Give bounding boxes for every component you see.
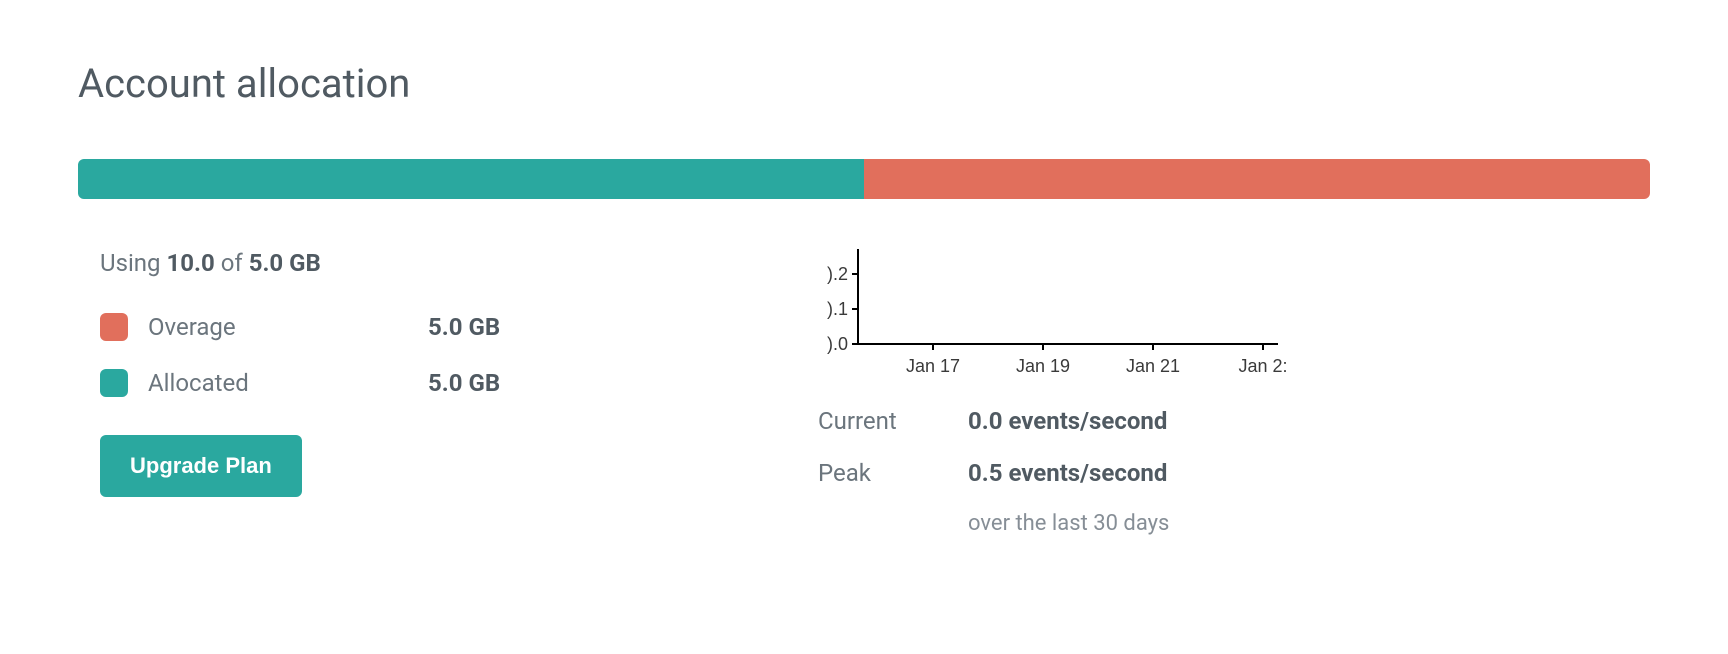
page-title: Account allocation bbox=[78, 60, 1650, 107]
events-chart: ).0 ).1 ).2 Jan 17 Jan 19 Jan 21 Jan 2: bbox=[818, 249, 1288, 379]
legend-label: Allocated bbox=[148, 369, 428, 397]
svg-text:).0: ).0 bbox=[827, 334, 848, 354]
usage-used: 10.0 bbox=[166, 249, 214, 277]
current-label: Current bbox=[818, 407, 968, 435]
svg-text:Jan 21: Jan 21 bbox=[1126, 356, 1180, 376]
events-chart-svg: ).0 ).1 ).2 Jan 17 Jan 19 Jan 21 Jan 2: bbox=[818, 249, 1288, 379]
events-stats: Current 0.0 events/second Peak 0.5 event… bbox=[818, 407, 1650, 536]
usage-panel: Using 10.0 of 5.0 GB Overage5.0 GBAlloca… bbox=[78, 249, 718, 536]
usage-prefix: Using bbox=[100, 249, 166, 277]
peak-label: Peak bbox=[818, 459, 968, 487]
allocation-bar bbox=[78, 159, 1650, 199]
legend-label: Overage bbox=[148, 313, 428, 341]
allocation-bar-segment-allocated bbox=[78, 159, 864, 199]
current-row: Current 0.0 events/second bbox=[818, 407, 1650, 435]
svg-text:Jan 19: Jan 19 bbox=[1016, 356, 1070, 376]
usage-summary: Using 10.0 of 5.0 GB bbox=[100, 249, 718, 277]
upgrade-plan-button[interactable]: Upgrade Plan bbox=[100, 435, 302, 497]
peak-value: 0.5 events/second bbox=[968, 459, 1167, 487]
allocation-bar-segment-overage bbox=[864, 159, 1650, 199]
legend-row-overage: Overage5.0 GB bbox=[100, 313, 718, 341]
svg-text:Jan 2:: Jan 2: bbox=[1238, 356, 1287, 376]
legend-row-allocated: Allocated5.0 GB bbox=[100, 369, 718, 397]
events-panel: ).0 ).1 ).2 Jan 17 Jan 19 Jan 21 Jan 2: Curren… bbox=[758, 249, 1650, 536]
legend-swatch-allocated bbox=[100, 369, 128, 397]
legend-swatch-overage bbox=[100, 313, 128, 341]
current-value: 0.0 events/second bbox=[968, 407, 1167, 435]
legend-value: 5.0 GB bbox=[428, 313, 500, 341]
stats-note: over the last 30 days bbox=[968, 511, 1650, 536]
legend-value: 5.0 GB bbox=[428, 369, 500, 397]
svg-text:).1: ).1 bbox=[827, 299, 848, 319]
usage-total: 5.0 GB bbox=[249, 249, 321, 277]
usage-of: of bbox=[215, 249, 249, 277]
legend: Overage5.0 GBAllocated5.0 GB bbox=[100, 313, 718, 397]
peak-row: Peak 0.5 events/second bbox=[818, 459, 1650, 487]
svg-text:).2: ).2 bbox=[827, 264, 848, 284]
svg-text:Jan 17: Jan 17 bbox=[906, 356, 960, 376]
